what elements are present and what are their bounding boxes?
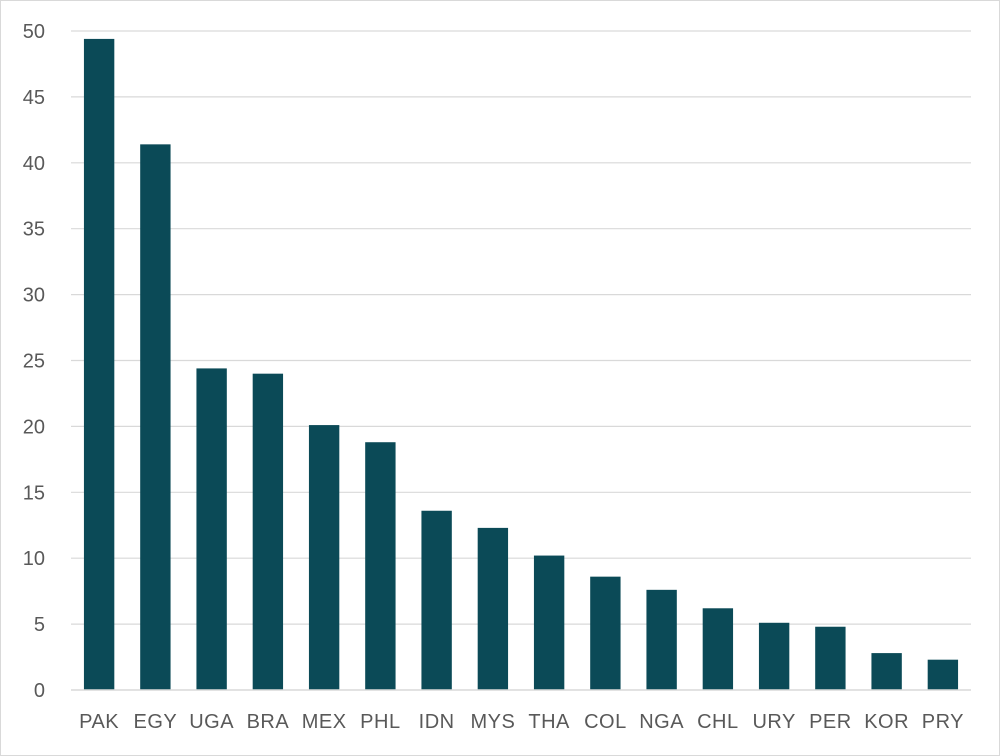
- y-tick-label: 5: [34, 614, 45, 636]
- x-tick-label: UGA: [189, 711, 234, 733]
- x-tick-label: PRY: [922, 711, 964, 733]
- bar-mys: [477, 527, 509, 690]
- y-tick-label: 10: [23, 548, 45, 570]
- x-axis-tick-labels: PAK EGY UGA BRA MEX PHL IDN MYS THA COL NGA CHL URY P…: [79, 711, 964, 733]
- y-tick-label: 0: [34, 680, 45, 702]
- x-tick-label: IDN: [419, 711, 455, 733]
- y-tick-label: 50: [23, 21, 45, 43]
- bar-tha: [533, 555, 565, 690]
- y-tick-label: 35: [23, 219, 45, 241]
- x-tick-label: BRA: [247, 711, 290, 733]
- x-tick-label: CHL: [697, 711, 739, 733]
- y-tick-label: 20: [23, 416, 45, 438]
- x-tick-label: MYS: [470, 711, 515, 733]
- bars: [83, 38, 959, 690]
- y-tick-label: 15: [23, 482, 45, 504]
- bar-kor: [871, 653, 902, 690]
- bar-col: [590, 576, 621, 690]
- x-tick-label: PAK: [79, 711, 119, 733]
- x-tick-label: PHL: [360, 711, 400, 733]
- x-tick-label: THA: [528, 711, 570, 733]
- bar-pry: [927, 659, 959, 690]
- bar-egy: [140, 144, 171, 690]
- bar-idn: [421, 510, 452, 690]
- y-tick-label: 40: [23, 153, 45, 175]
- bar-phl: [365, 442, 396, 690]
- bar-chl: [702, 608, 734, 690]
- x-tick-label: MEX: [302, 711, 347, 733]
- bar-bra: [252, 373, 284, 690]
- x-tick-label: PER: [809, 711, 852, 733]
- x-tick-label: URY: [752, 711, 795, 733]
- y-tick-label: 30: [23, 285, 45, 307]
- y-tick-label: 45: [23, 87, 45, 109]
- x-tick-label: EGY: [134, 711, 178, 733]
- y-axis-tick-labels: 0 5 10 15 20 25 30 35 40 45 50: [23, 21, 45, 702]
- bar-ury: [758, 622, 790, 690]
- x-tick-label: COL: [584, 711, 627, 733]
- y-tick-label: 25: [23, 351, 45, 373]
- bar-mex: [308, 425, 340, 690]
- bar-nga: [646, 589, 677, 690]
- bar-per: [815, 626, 846, 690]
- bar-pak: [83, 38, 115, 690]
- x-tick-label: KOR: [864, 711, 909, 733]
- x-tick-label: NGA: [639, 711, 684, 733]
- bar-uga: [196, 368, 227, 690]
